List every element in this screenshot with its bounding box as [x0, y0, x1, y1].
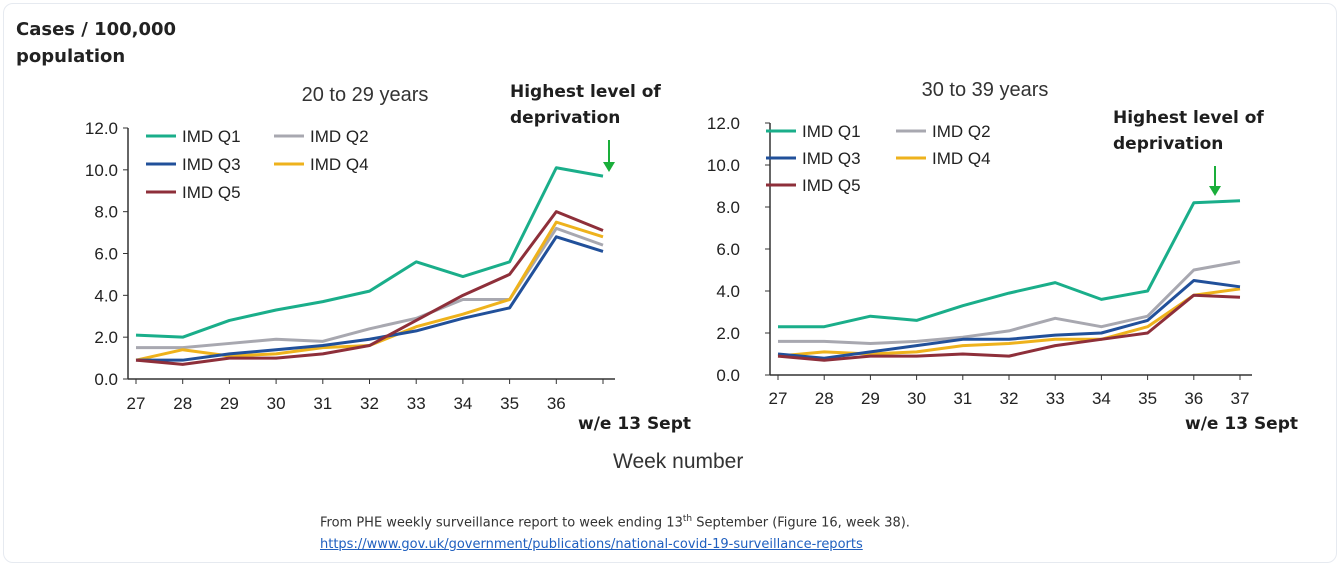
chart-30-39-annotation-line2: deprivation	[1113, 134, 1223, 154]
chart-30-39-y-tick-label: 0.0	[716, 366, 740, 385]
chart-30-39-y-tick-label: 8.0	[716, 198, 740, 217]
chart-30-39-y-tick-label: 12.0	[707, 114, 740, 133]
chart-30-39-x-tick-label: 31	[953, 389, 972, 408]
chart-30-39-y-tick-label: 6.0	[716, 240, 740, 259]
chart-20-29-series-imd-q1	[135, 166, 604, 339]
chart-20-29-x-tick-label: 27	[127, 394, 146, 413]
chart-20-29-title: 20 to 29 years	[302, 84, 429, 106]
chart-20-29-x-tick-label: 35	[500, 394, 519, 413]
chart-30-39-legend-label: IMD Q4	[932, 149, 991, 168]
chart-20-29-y-tick-label: 12.0	[85, 119, 118, 138]
figure-frame	[3, 3, 1337, 563]
chart-20-29-y-tick-label: 4.0	[94, 286, 118, 305]
chart-20-29-x-tick-label: 31	[313, 394, 332, 413]
chart-30-39-y-tick-label: 2.0	[716, 324, 740, 343]
chart-30-39-x-tick-label: 29	[861, 389, 880, 408]
chart-20-29-x-tick-label: 36	[547, 394, 566, 413]
y-axis-label-line1: Cases / 100,000	[16, 19, 177, 40]
x-axis-title: Week number	[613, 450, 744, 473]
y-axis-label: Cases / 100,000 population	[16, 16, 176, 70]
chart-30-39-y-tick-label: 10.0	[707, 156, 740, 175]
chart-20-29-y-tick-label: 6.0	[94, 245, 118, 264]
source-text: From PHE weekly surveillance report to w…	[320, 514, 910, 530]
chart-30-39-x-tick-label: 30	[907, 389, 926, 408]
chart-20-29-x-tick-label: 29	[220, 394, 239, 413]
chart-30-39-legend-label: IMD Q3	[802, 149, 861, 168]
source-text-sup: th	[682, 514, 693, 524]
chart-20-29-annotation-line2: deprivation	[510, 108, 620, 128]
chart-30-39-arrow-head	[1209, 186, 1221, 196]
chart-20-29-y-tick-label: 10.0	[85, 161, 118, 180]
chart-30-39-series-imd-q5	[777, 293, 1241, 362]
chart-20-29-x-tick-label: 34	[453, 394, 472, 413]
chart-30-39-series-imd-q1	[778, 199, 1241, 329]
chart-30-39-title: 30 to 39 years	[922, 79, 1049, 101]
chart-30-39-x-tick-label: 37	[1231, 389, 1250, 408]
chart-30-39-last-week-label: w/e 13 Sept	[1185, 414, 1298, 434]
chart-30-39-x-tick-label: 34	[1092, 389, 1111, 408]
chart-30-39-annotation-line1: Highest level of	[1113, 108, 1264, 128]
chart-20-29-legend-label: IMD Q2	[310, 127, 369, 146]
chart-20-29-legend-label: IMD Q5	[182, 183, 241, 202]
chart-20-29-x-tick-label: 33	[407, 394, 426, 413]
chart-20-29-legend-label: IMD Q1	[182, 127, 241, 146]
chart-20-29-arrow-head	[603, 162, 615, 172]
chart-20-29-annotation-line1: Highest level of	[510, 82, 661, 102]
chart-20-29-y-tick-label: 2.0	[94, 328, 118, 347]
chart-20-29-last-week-label: w/e 13 Sept	[578, 414, 691, 434]
chart-30-39-series-imd-q3	[777, 279, 1241, 360]
chart-20-29-x-tick-label: 30	[267, 394, 286, 413]
chart-20-29-x-tick-label: 32	[360, 394, 379, 413]
chart-30-39-y-tick-label: 4.0	[716, 282, 740, 301]
chart-30-39-x-tick-label: 27	[769, 389, 788, 408]
source-link[interactable]: https://www.gov.uk/government/publicatio…	[320, 537, 863, 552]
chart-30-39-legend-label: IMD Q2	[932, 122, 991, 141]
source-text-after: September (Figure 16, week 38).	[692, 515, 910, 531]
chart-30-39-series-imd-q2	[778, 260, 1241, 345]
chart-20-29-y-tick-label: 0.0	[94, 370, 118, 389]
chart-30-39-x-tick-label: 36	[1184, 389, 1203, 408]
chart-20-29-legend-label: IMD Q3	[182, 155, 241, 174]
chart-30-39-x-tick-label: 32	[1000, 389, 1019, 408]
chart-30-39-legend-label: IMD Q1	[802, 122, 861, 141]
source-text-before: From PHE weekly surveillance report to w…	[320, 515, 683, 531]
chart-30-39-x-tick-label: 28	[815, 389, 834, 408]
chart-30-39-x-tick-label: 33	[1046, 389, 1065, 408]
chart-20-29-series-imd-q5	[135, 210, 604, 366]
chart-30-39-x-tick-label: 35	[1138, 389, 1157, 408]
chart-20-29-series-imd-q3	[136, 235, 604, 362]
chart-30-39-legend-label: IMD Q5	[802, 176, 861, 195]
y-axis-label-line2: population	[16, 46, 126, 67]
chart-20-29-legend-label: IMD Q4	[310, 155, 369, 174]
chart-20-29-x-tick-label: 28	[173, 394, 192, 413]
chart-20-29-y-tick-label: 8.0	[94, 203, 118, 222]
